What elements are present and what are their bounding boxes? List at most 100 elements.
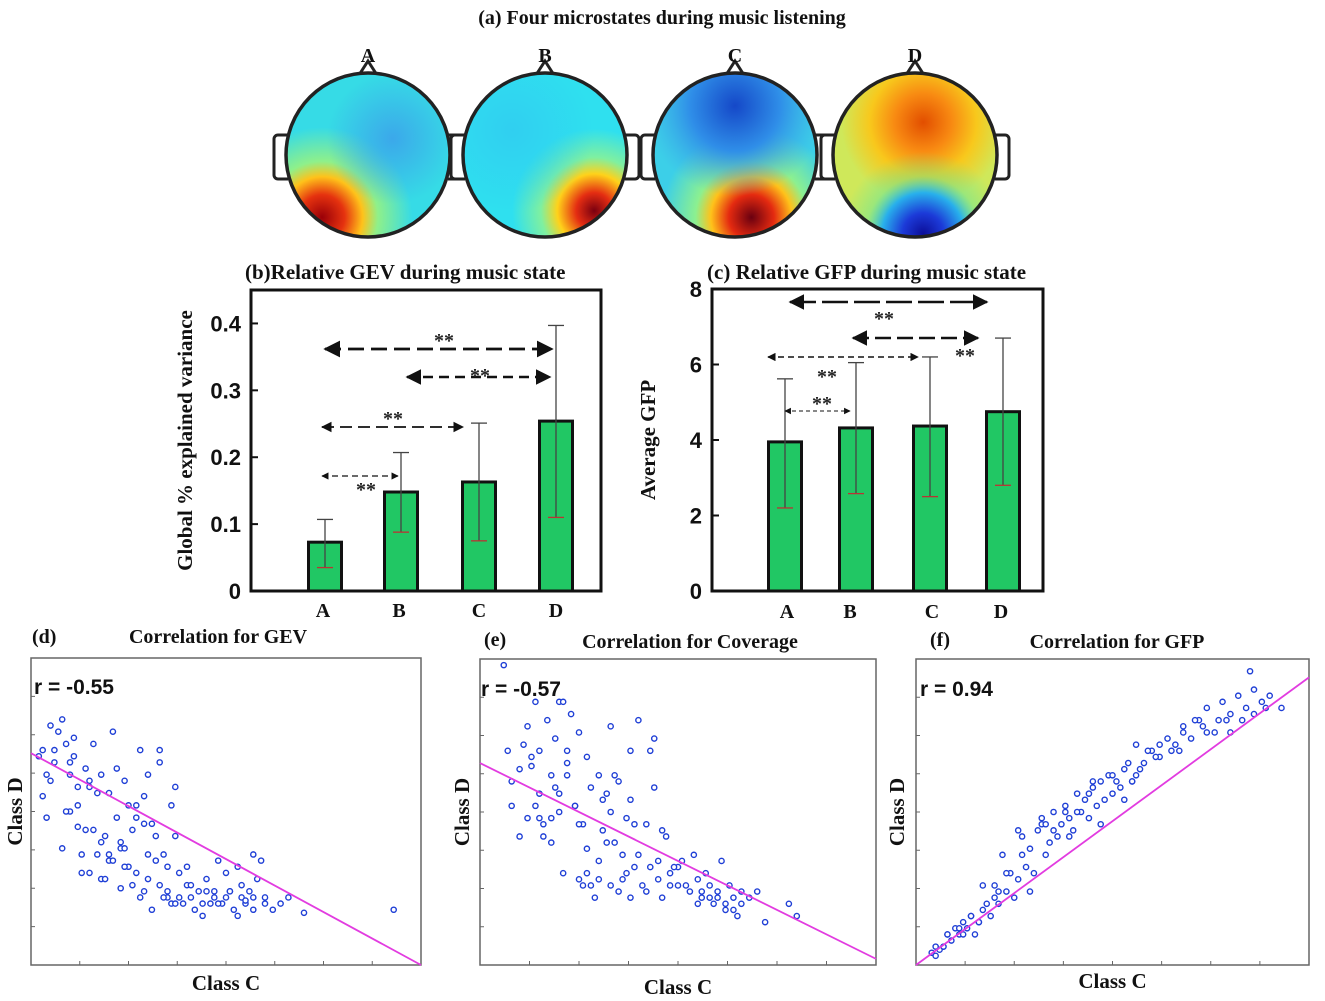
data-point: [991, 894, 998, 901]
data-point: [101, 875, 109, 883]
data-point: [516, 833, 523, 840]
coverage-scatter: Class C Class D: [450, 658, 877, 999]
data-point: [520, 741, 527, 748]
data-point: [132, 802, 140, 809]
data-point: [559, 698, 567, 706]
data-point: [1227, 710, 1234, 718]
data-point: [603, 839, 611, 846]
data-point: [156, 881, 163, 889]
panel-d-label: (d): [32, 626, 56, 648]
data-point: [164, 888, 171, 895]
data-point: [730, 894, 737, 901]
data-point: [516, 765, 523, 773]
data-point: [674, 882, 682, 889]
data-point: [74, 783, 82, 791]
y-tick-label: 6: [690, 353, 702, 378]
category-label: C: [925, 601, 939, 623]
data-point: [1120, 765, 1128, 773]
right-ear-icon: [995, 133, 1011, 181]
data-point: [611, 839, 618, 846]
panel-e-r: r = -0.57: [481, 678, 561, 701]
data-point: [148, 906, 156, 914]
data-point: [277, 900, 284, 907]
data-point: [575, 729, 583, 736]
data-point: [1156, 741, 1163, 748]
data-point: [129, 826, 136, 834]
data-point: [1164, 735, 1171, 742]
data-point: [51, 746, 58, 754]
gev-bar-chart: 0 0.1 0.2 0.3 0.4 Global % explained variance…: [173, 288, 603, 622]
microstate-label: A: [361, 45, 376, 67]
data-point: [1097, 820, 1105, 828]
data-point: [654, 876, 662, 883]
data-point: [967, 912, 975, 920]
data-point: [662, 833, 670, 840]
data-point: [658, 894, 666, 901]
data-point: [670, 863, 678, 871]
data-point: [611, 771, 618, 779]
data-point: [171, 783, 179, 791]
data-point: [959, 918, 967, 926]
data-point: [1203, 729, 1211, 736]
data-point: [43, 771, 50, 778]
fit-line: [479, 762, 877, 960]
plot-frame: [479, 658, 877, 966]
data-point: [261, 900, 269, 907]
svg-text:(c) Relative GFP during: (c) Relative GFP during music state: [707, 260, 1026, 284]
data-point: [1211, 729, 1218, 736]
data-point: [690, 851, 698, 859]
data-point: [698, 894, 706, 901]
data-point: [932, 943, 939, 950]
data-point: [563, 771, 571, 779]
data-point: [587, 784, 595, 791]
microstate-b: B: [449, 45, 641, 239]
data-point: [58, 845, 66, 852]
data-point: [113, 814, 121, 821]
data-point: [105, 851, 113, 858]
data-point: [528, 762, 535, 770]
data-point: [583, 753, 591, 761]
data-point: [183, 863, 191, 871]
data-point: [995, 888, 1002, 895]
data-point: [47, 722, 54, 729]
data-point: [734, 912, 741, 920]
y-tick-label: 0.3: [210, 378, 241, 403]
x-axis-label: Class C: [1078, 969, 1146, 993]
data-point: [1179, 723, 1187, 730]
data-point: [1050, 827, 1057, 834]
data-point: [575, 876, 583, 883]
data-point: [1069, 827, 1077, 834]
data-point: [730, 906, 737, 914]
data-point: [168, 802, 175, 809]
topography: [653, 73, 817, 237]
data-point: [43, 814, 50, 821]
data-point: [643, 820, 650, 828]
data-point: [1191, 716, 1199, 724]
data-point: [738, 900, 745, 908]
data-point: [1128, 778, 1136, 785]
y-tick-label: 8: [690, 277, 702, 302]
data-point: [152, 857, 160, 864]
significance-mark: **: [434, 330, 454, 352]
head-outline: [651, 71, 819, 239]
data-point: [199, 900, 206, 907]
data-point: [234, 912, 241, 920]
data-point: [82, 826, 89, 834]
y-tick-label: 4: [690, 428, 703, 453]
data-point: [1258, 698, 1266, 706]
data-point: [129, 881, 136, 889]
data-point: [78, 851, 85, 858]
data-point: [179, 900, 187, 907]
data-point: [627, 894, 634, 901]
data-point: [117, 838, 124, 846]
microstate-label: D: [908, 45, 922, 67]
data-point: [300, 909, 308, 917]
data-point: [97, 838, 105, 846]
topography: [463, 73, 627, 237]
data-point: [222, 869, 230, 877]
data-point: [66, 759, 74, 766]
data-point: [1120, 796, 1128, 804]
data-point: [1140, 759, 1148, 767]
data-point: [524, 723, 531, 730]
left-ear-icon: [449, 133, 465, 181]
